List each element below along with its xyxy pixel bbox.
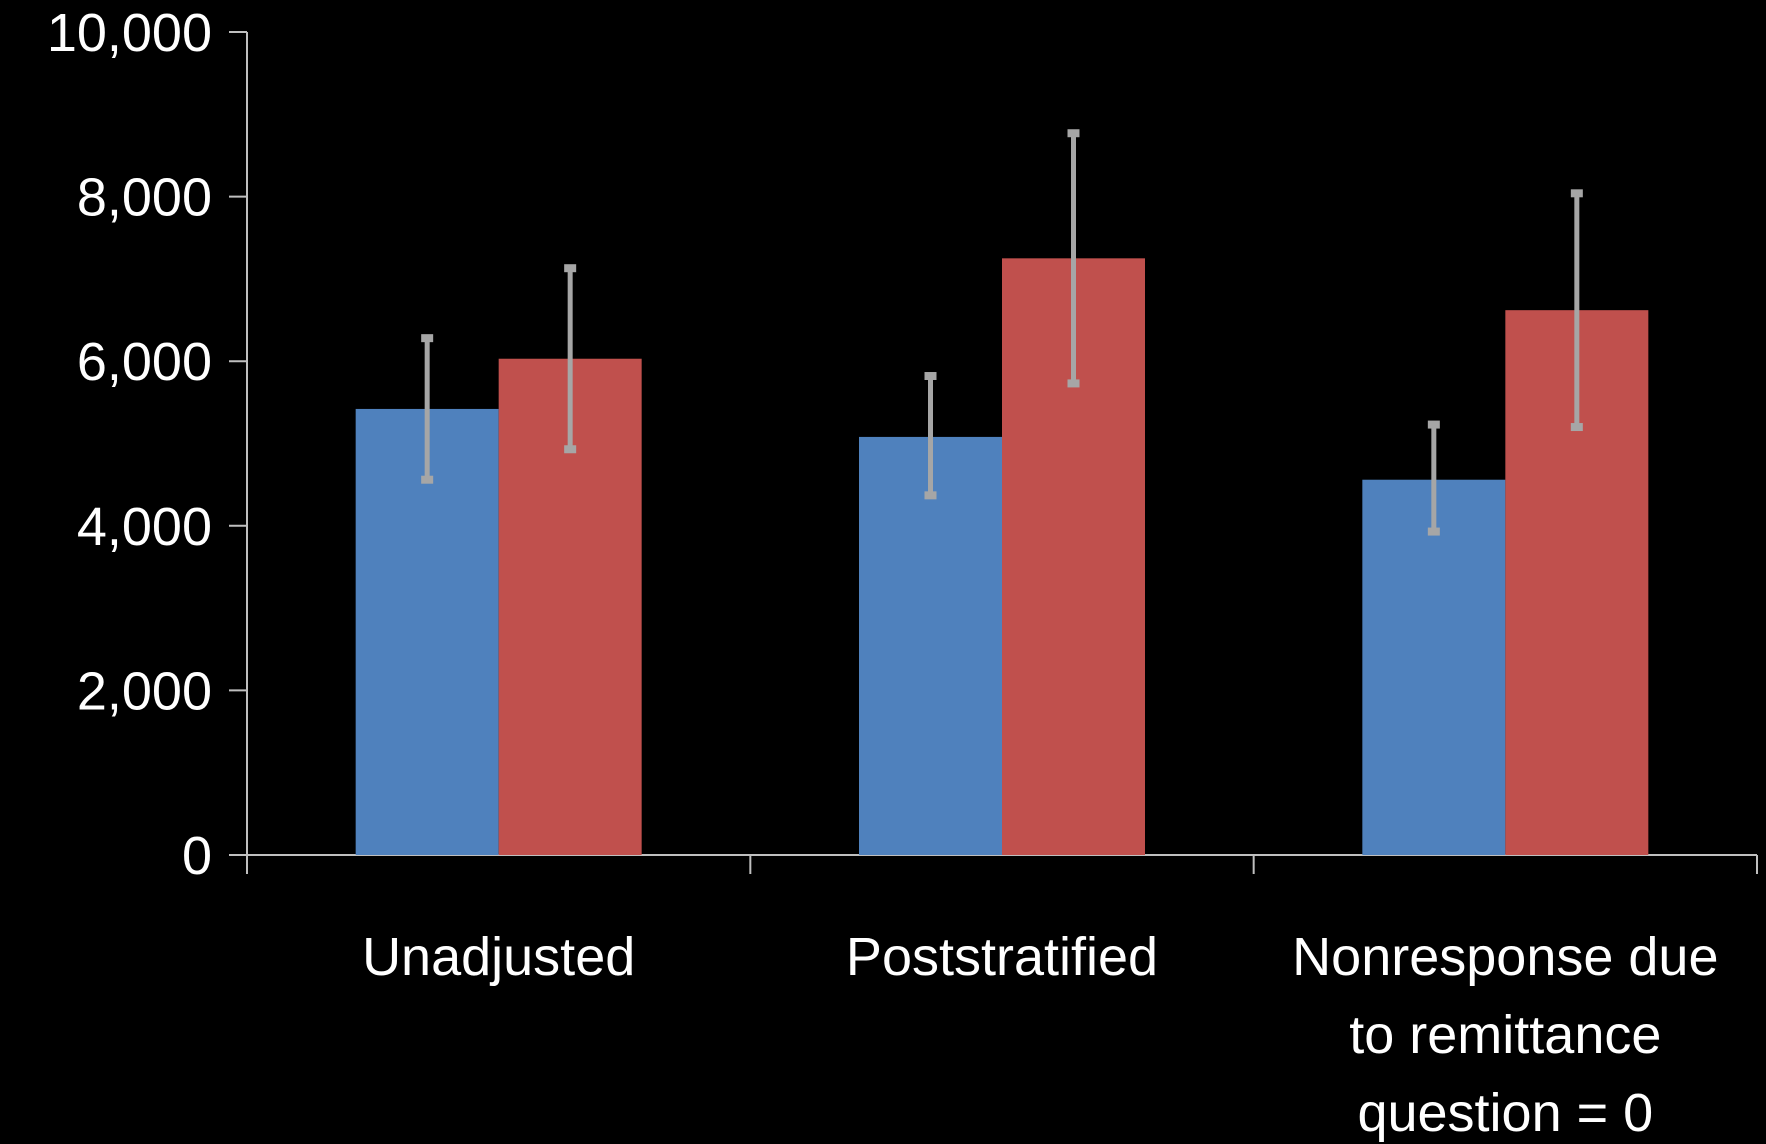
bars	[355, 258, 1649, 855]
bar	[859, 436, 1002, 855]
x-labels: Unadjusted Poststratified Nonresponse due t…	[362, 927, 1718, 1143]
y-tick-label: 10,000	[47, 3, 212, 63]
y-tick-label: 0	[182, 826, 212, 886]
y-tick-label: 6,000	[77, 332, 212, 392]
x-tick-label: Unadjusted	[362, 927, 635, 987]
x-tick-label: to remittance	[1349, 1005, 1661, 1065]
y-tick-label: 2,000	[77, 661, 212, 721]
error-bars	[421, 129, 1583, 536]
x-axis	[246, 854, 1758, 874]
y-tick-label: 4,000	[77, 497, 212, 557]
x-tick-label: Poststratified	[846, 927, 1158, 987]
y-tick-label: 8,000	[77, 168, 212, 228]
x-tick-label: Nonresponse due	[1292, 927, 1718, 987]
y-axis: 0 2,000 4,000 6,000 8,000 10,000	[47, 3, 248, 886]
x-tick-label: question = 0	[1357, 1083, 1653, 1143]
bar	[1362, 479, 1506, 855]
